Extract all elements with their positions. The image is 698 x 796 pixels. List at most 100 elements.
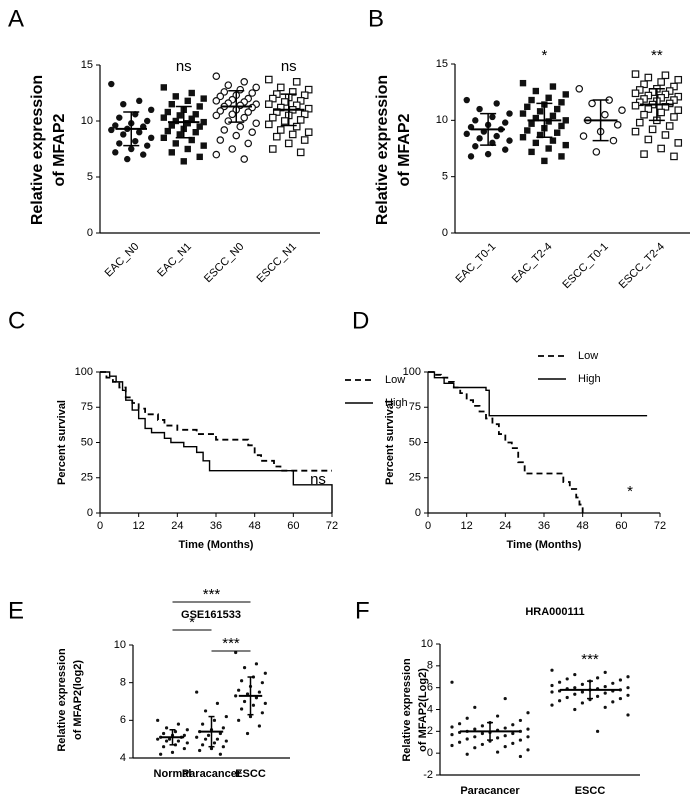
point	[524, 103, 531, 111]
point	[242, 699, 247, 704]
point	[206, 733, 211, 738]
point	[203, 737, 208, 741]
point	[554, 129, 561, 136]
point	[148, 106, 155, 114]
point	[268, 94, 277, 103]
point	[240, 679, 244, 683]
x-tick-label: 36	[210, 520, 222, 532]
point	[292, 101, 301, 110]
point	[164, 127, 171, 135]
point	[674, 75, 683, 84]
point	[518, 718, 523, 723]
x-tick-label: Paracancer	[182, 768, 242, 780]
point	[674, 139, 683, 147]
point	[218, 752, 222, 756]
point	[112, 122, 119, 129]
point	[465, 716, 469, 720]
point	[192, 129, 199, 136]
point	[304, 104, 313, 113]
y-tick-label: 75	[81, 401, 93, 413]
point	[524, 127, 531, 134]
point	[565, 695, 569, 700]
x-tick-label: ESCC	[575, 785, 606, 796]
x-axis-label: Time (Months)	[507, 539, 582, 551]
error-bar	[280, 93, 297, 127]
point	[108, 80, 115, 88]
x-tick-label: 24	[499, 520, 511, 532]
point	[120, 131, 127, 138]
y-tick-label: 10	[421, 638, 433, 650]
point	[268, 145, 277, 153]
point	[550, 683, 554, 688]
x-tick-label: ESCC_N1	[255, 241, 299, 285]
point	[579, 132, 588, 140]
x-tick-label: EAC_N0	[103, 241, 142, 280]
point	[272, 132, 281, 141]
point	[182, 746, 186, 751]
point	[545, 118, 552, 125]
point	[168, 122, 175, 129]
point	[496, 736, 500, 740]
point	[526, 727, 530, 731]
point	[251, 703, 256, 707]
point	[296, 148, 305, 157]
point	[288, 130, 297, 139]
point	[661, 131, 670, 139]
point	[234, 650, 238, 655]
point	[196, 123, 203, 130]
point	[596, 676, 600, 680]
point	[631, 89, 640, 98]
error-bar	[175, 105, 192, 139]
point	[657, 108, 665, 117]
x-tick-label: 72	[654, 520, 666, 532]
point	[618, 678, 623, 682]
y-tick-label: 0	[87, 227, 93, 239]
panel-letter: F	[355, 597, 370, 624]
y-tick-label: 50	[81, 436, 93, 448]
point	[465, 737, 469, 741]
point	[237, 718, 241, 722]
y-axis-label: Percent survival	[56, 400, 68, 485]
point	[463, 130, 470, 138]
point	[120, 101, 127, 108]
y-axis-label: Relative expression	[401, 658, 413, 762]
point	[518, 738, 523, 742]
point	[467, 153, 475, 160]
significance-label: ***	[581, 651, 599, 668]
error-bar	[247, 676, 254, 716]
x-tick-label: ESCC_T0-1	[560, 241, 610, 291]
point	[234, 694, 238, 698]
significance-label: ns	[281, 58, 297, 75]
x-tick-label: 60	[615, 520, 627, 532]
point	[188, 115, 195, 122]
point	[536, 131, 544, 139]
point	[558, 122, 565, 130]
point	[670, 82, 678, 91]
point	[640, 80, 648, 89]
point	[124, 155, 131, 163]
point	[635, 118, 644, 127]
point	[176, 739, 181, 743]
point	[209, 746, 214, 751]
point	[224, 81, 233, 89]
panel-letter: B	[368, 5, 384, 32]
point	[536, 108, 544, 115]
point	[263, 671, 267, 675]
point	[212, 741, 217, 745]
point	[228, 110, 237, 119]
point	[450, 725, 454, 729]
point	[644, 105, 653, 113]
point	[489, 113, 496, 121]
point	[300, 91, 309, 100]
y-tick-label: 5	[442, 171, 448, 183]
point	[657, 78, 665, 86]
point	[292, 77, 301, 86]
point	[550, 668, 554, 672]
point	[257, 724, 261, 728]
y-axis-label: of MFAP2	[51, 113, 68, 186]
point	[218, 731, 222, 736]
point	[476, 135, 483, 142]
point	[618, 696, 623, 701]
y-tick-label: 15	[436, 58, 448, 70]
y-tick-label: 25	[81, 472, 93, 484]
